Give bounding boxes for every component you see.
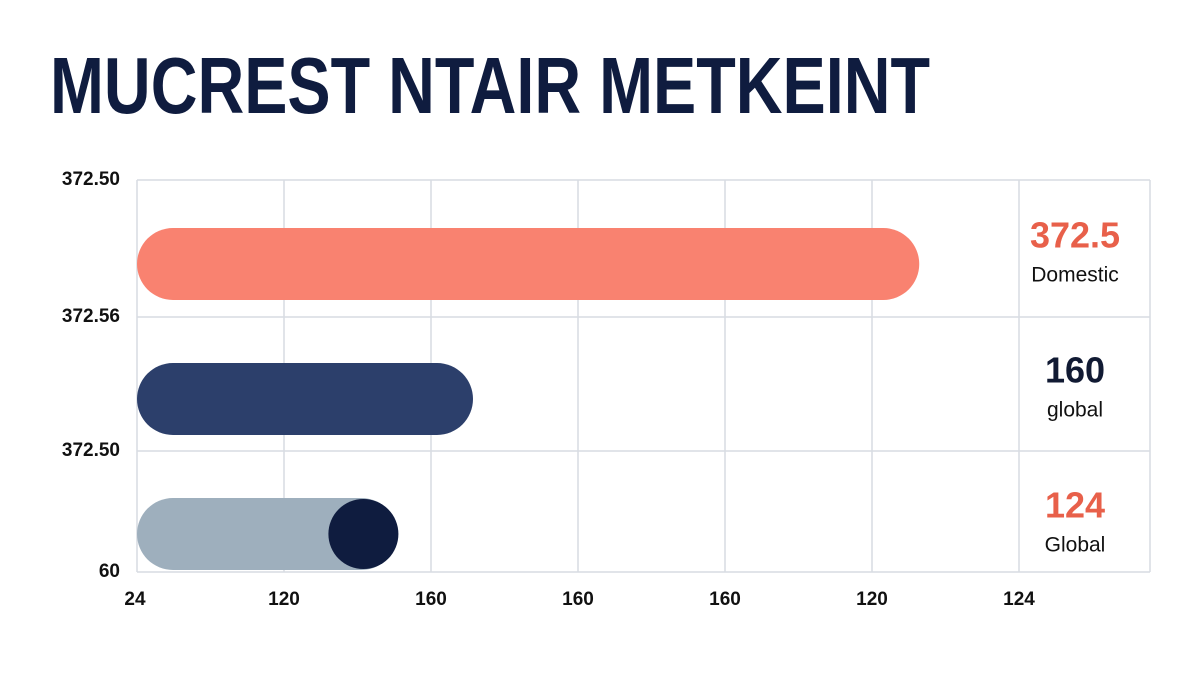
x-tick-label: 120 xyxy=(268,589,300,610)
x-tick-label: 24 xyxy=(124,589,146,610)
bar xyxy=(137,498,398,570)
x-tick-label: 124 xyxy=(1003,589,1035,610)
category-label: Global xyxy=(1045,534,1106,557)
x-tick-label: 120 xyxy=(856,589,888,610)
chart-title: MUCREST NTAIR METKEINT xyxy=(50,41,930,130)
value-label: 160 xyxy=(1045,350,1105,391)
y-tick-label: 60 xyxy=(99,561,120,582)
category-label: Domestic xyxy=(1031,264,1119,287)
value-label: 124 xyxy=(1045,485,1105,526)
bar-end-dot xyxy=(328,499,399,569)
bar xyxy=(137,363,473,435)
y-tick-label: 372.50 xyxy=(62,440,120,461)
bar xyxy=(137,228,920,300)
x-tick-label: 160 xyxy=(415,589,447,610)
value-label: 372.5 xyxy=(1030,215,1120,256)
x-tick-label: 160 xyxy=(709,589,741,610)
x-tick-label: 160 xyxy=(562,589,594,610)
category-label: global xyxy=(1047,399,1103,422)
y-tick-label: 372.50 xyxy=(62,169,120,190)
y-tick-label: 372.56 xyxy=(62,306,120,327)
